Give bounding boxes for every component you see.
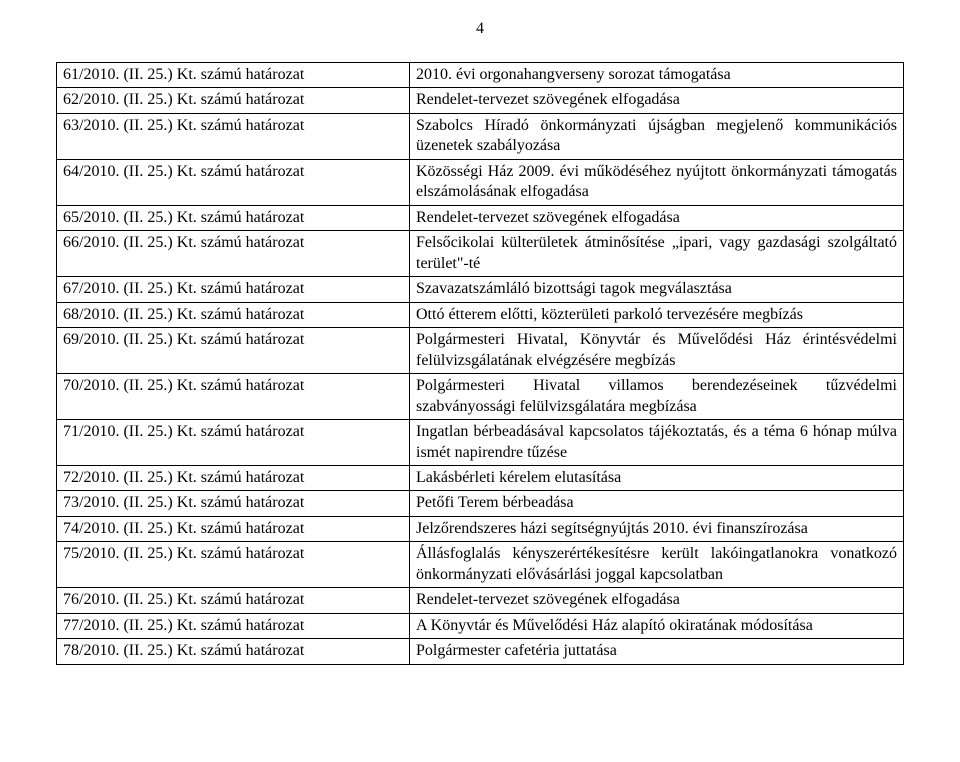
resolution-id-cell: 70/2010. (II. 25.) Kt. számú határozat <box>57 374 410 420</box>
resolution-id-cell: 66/2010. (II. 25.) Kt. számú határozat <box>57 231 410 277</box>
table-row: 69/2010. (II. 25.) Kt. számú határozatPo… <box>57 328 904 374</box>
resolutions-table: 61/2010. (II. 25.) Kt. számú határozat20… <box>56 62 904 665</box>
resolution-title-cell: Felsőcikolai külterületek átminősítése „… <box>410 231 904 277</box>
table-row: 65/2010. (II. 25.) Kt. számú határozatRe… <box>57 205 904 230</box>
table-row: 68/2010. (II. 25.) Kt. számú határozatOt… <box>57 302 904 327</box>
resolution-title-cell: Petőfi Terem bérbeadása <box>410 491 904 516</box>
resolution-title-cell: Közösségi Ház 2009. évi működéséhez nyúj… <box>410 159 904 205</box>
resolution-id-cell: 62/2010. (II. 25.) Kt. számú határozat <box>57 88 410 113</box>
resolution-id-cell: 78/2010. (II. 25.) Kt. számú határozat <box>57 639 410 664</box>
table-row: 67/2010. (II. 25.) Kt. számú határozatSz… <box>57 277 904 302</box>
resolution-title-cell: Rendelet-tervezet szövegének elfogadása <box>410 588 904 613</box>
resolutions-tbody: 61/2010. (II. 25.) Kt. számú határozat20… <box>57 63 904 665</box>
resolution-title-cell: 2010. évi orgonahangverseny sorozat támo… <box>410 63 904 88</box>
table-row: 62/2010. (II. 25.) Kt. számú határozatRe… <box>57 88 904 113</box>
table-row: 70/2010. (II. 25.) Kt. számú határozatPo… <box>57 374 904 420</box>
table-row: 72/2010. (II. 25.) Kt. számú határozatLa… <box>57 465 904 490</box>
table-row: 73/2010. (II. 25.) Kt. számú határozatPe… <box>57 491 904 516</box>
resolution-title-cell: Rendelet-tervezet szövegének elfogadása <box>410 205 904 230</box>
resolution-id-cell: 69/2010. (II. 25.) Kt. számú határozat <box>57 328 410 374</box>
resolution-id-cell: 75/2010. (II. 25.) Kt. számú határozat <box>57 542 410 588</box>
table-row: 74/2010. (II. 25.) Kt. számú határozatJe… <box>57 516 904 541</box>
resolution-id-cell: 74/2010. (II. 25.) Kt. számú határozat <box>57 516 410 541</box>
table-row: 66/2010. (II. 25.) Kt. számú határozatFe… <box>57 231 904 277</box>
table-row: 61/2010. (II. 25.) Kt. számú határozat20… <box>57 63 904 88</box>
page-number: 4 <box>56 20 904 38</box>
table-row: 63/2010. (II. 25.) Kt. számú határozatSz… <box>57 113 904 159</box>
resolution-id-cell: 77/2010. (II. 25.) Kt. számú határozat <box>57 613 410 638</box>
resolution-title-cell: Jelzőrendszeres házi segítségnyújtás 201… <box>410 516 904 541</box>
resolution-title-cell: Szabolcs Híradó önkormányzati újságban m… <box>410 113 904 159</box>
resolution-id-cell: 65/2010. (II. 25.) Kt. számú határozat <box>57 205 410 230</box>
table-row: 64/2010. (II. 25.) Kt. számú határozatKö… <box>57 159 904 205</box>
resolution-title-cell: A Könyvtár és Művelődési Ház alapító oki… <box>410 613 904 638</box>
resolution-title-cell: Polgármesteri Hivatal villamos berendezé… <box>410 374 904 420</box>
table-row: 75/2010. (II. 25.) Kt. számú határozatÁl… <box>57 542 904 588</box>
page: 4 61/2010. (II. 25.) Kt. számú határozat… <box>0 0 960 705</box>
resolution-id-cell: 68/2010. (II. 25.) Kt. számú határozat <box>57 302 410 327</box>
resolution-title-cell: Lakásbérleti kérelem elutasítása <box>410 465 904 490</box>
resolution-id-cell: 76/2010. (II. 25.) Kt. számú határozat <box>57 588 410 613</box>
resolution-id-cell: 72/2010. (II. 25.) Kt. számú határozat <box>57 465 410 490</box>
resolution-title-cell: Ingatlan bérbeadásával kapcsolatos tájék… <box>410 420 904 466</box>
table-row: 71/2010. (II. 25.) Kt. számú határozatIn… <box>57 420 904 466</box>
resolution-id-cell: 64/2010. (II. 25.) Kt. számú határozat <box>57 159 410 205</box>
table-row: 77/2010. (II. 25.) Kt. számú határozatA … <box>57 613 904 638</box>
resolution-id-cell: 61/2010. (II. 25.) Kt. számú határozat <box>57 63 410 88</box>
resolution-id-cell: 73/2010. (II. 25.) Kt. számú határozat <box>57 491 410 516</box>
resolution-title-cell: Rendelet-tervezet szövegének elfogadása <box>410 88 904 113</box>
table-row: 78/2010. (II. 25.) Kt. számú határozatPo… <box>57 639 904 664</box>
resolution-id-cell: 71/2010. (II. 25.) Kt. számú határozat <box>57 420 410 466</box>
resolution-title-cell: Polgármester cafetéria juttatása <box>410 639 904 664</box>
resolution-id-cell: 67/2010. (II. 25.) Kt. számú határozat <box>57 277 410 302</box>
resolution-title-cell: Szavazatszámláló bizottsági tagok megvál… <box>410 277 904 302</box>
resolution-title-cell: Polgármesteri Hivatal, Könyvtár és Művel… <box>410 328 904 374</box>
resolution-title-cell: Állásfoglalás kényszerértékesítésre kerü… <box>410 542 904 588</box>
resolution-id-cell: 63/2010. (II. 25.) Kt. számú határozat <box>57 113 410 159</box>
resolution-title-cell: Ottó étterem előtti, közterületi parkoló… <box>410 302 904 327</box>
table-row: 76/2010. (II. 25.) Kt. számú határozatRe… <box>57 588 904 613</box>
